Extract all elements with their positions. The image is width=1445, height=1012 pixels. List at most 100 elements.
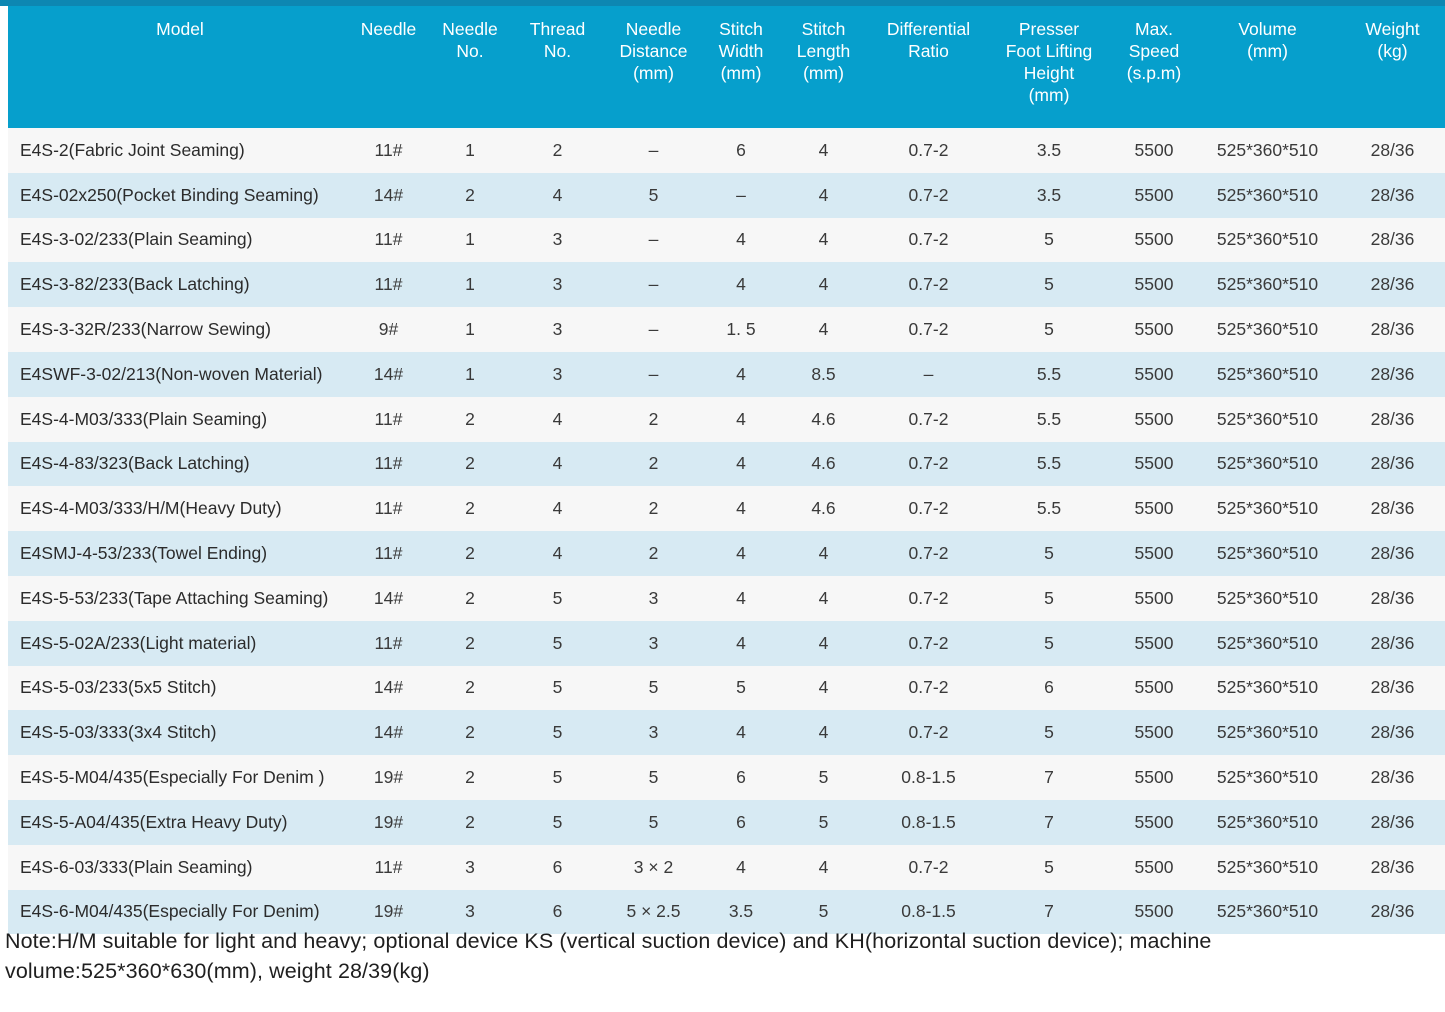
table-row: E4S-2(Fabric Joint Seaming) 11# 1 2–6 4 0.7-2… xyxy=(8,128,1445,173)
table-cell: 525*360*510 xyxy=(1195,531,1340,576)
model-cell: E4S-5-A04/435(Extra Heavy Duty) xyxy=(8,799,352,845)
table-cell: 3 xyxy=(600,710,707,756)
table-cell: 0.7-2 xyxy=(872,172,985,218)
model-cell: E4S-5-02A/233(Light material) xyxy=(8,620,352,666)
table-cell: 4 xyxy=(707,620,775,666)
table-cell: 5 xyxy=(515,575,600,621)
table-cell: 2 xyxy=(425,531,515,576)
table-cell: 525*360*510 xyxy=(1195,128,1340,173)
table-cell: 4.6 xyxy=(775,396,872,442)
table-cell: 2 xyxy=(600,396,707,442)
table-cell: 525*360*510 xyxy=(1195,441,1340,487)
model-cell: E4SMJ-4-53/233(Towel Ending) xyxy=(8,531,352,576)
column-header-stitch_width: Stitch Width (mm) xyxy=(707,6,775,128)
table-cell: 3 × 2 xyxy=(600,844,707,890)
table-cell: 4 xyxy=(707,575,775,621)
table-cell: 0.8-1.5 xyxy=(872,889,985,935)
model-cell: E4S-4-83/323(Back Latching) xyxy=(8,441,352,487)
column-header-needle_distance: Needle Distance (mm) xyxy=(600,6,707,128)
table-cell: 0.8-1.5 xyxy=(872,799,985,845)
model-cell: E4S-6-03/333(Plain Seaming) xyxy=(8,844,352,890)
table-row: E4SWF-3-02/213(Non-woven Material) 14# 1 3–… xyxy=(8,351,1445,397)
table-row: E4S-6-M04/435(Especially For Denim) 19# 3 6… xyxy=(8,889,1445,935)
table-cell: 0.7-2 xyxy=(872,575,985,621)
table-cell: 28/36 xyxy=(1340,531,1445,576)
table-cell: 0.7-2 xyxy=(872,620,985,666)
table-cell: 14# xyxy=(352,172,425,218)
table-cell: 3 xyxy=(600,620,707,666)
table-cell: 5500 xyxy=(1113,128,1195,173)
table-cell: 14# xyxy=(352,351,425,397)
table-cell: – xyxy=(600,351,707,397)
table-cell: 28/36 xyxy=(1340,889,1445,935)
table-cell: 7 xyxy=(985,889,1113,935)
table-row: E4S-4-M03/333/H/M(Heavy Duty) 11# 2 4 2 4 4.6 0… xyxy=(8,486,1445,532)
table-cell: 2 xyxy=(600,531,707,576)
table-cell: 4 xyxy=(775,844,872,890)
table-cell: 19# xyxy=(352,799,425,845)
model-cell: E4S-3-82/233(Back Latching) xyxy=(8,262,352,308)
table-cell: 0.7-2 xyxy=(872,262,985,308)
table-cell: 5500 xyxy=(1113,620,1195,666)
table-cell: 5500 xyxy=(1113,172,1195,218)
table-cell: 3 xyxy=(425,844,515,890)
top-accent-strip xyxy=(0,0,1445,6)
model-cell: E4S-6-M04/435(Especially For Denim) xyxy=(8,889,352,935)
model-cell: E4S-02x250(Pocket Binding Seaming) xyxy=(8,172,352,218)
table-cell: 5 xyxy=(775,755,872,800)
table-cell: 11# xyxy=(352,396,425,442)
table-cell: 2 xyxy=(425,172,515,218)
table-cell: 525*360*510 xyxy=(1195,262,1340,308)
table-cell: 0.7-2 xyxy=(872,844,985,890)
table-cell: 525*360*510 xyxy=(1195,889,1340,935)
table-cell: 4 xyxy=(775,262,872,308)
table-cell: 5500 xyxy=(1113,799,1195,845)
table-cell: – xyxy=(707,172,775,218)
footnote: Note:H/M suitable for light and heavy; o… xyxy=(5,929,1212,983)
table-cell: 1 xyxy=(425,307,515,352)
table-cell: 1 xyxy=(425,217,515,263)
column-header-needle_no: Needle No. xyxy=(425,6,515,128)
table-row: E4S-4-83/323(Back Latching) 11# 2 4 2 4 4.6 0.7… xyxy=(8,441,1445,487)
table-cell: 4 xyxy=(707,710,775,756)
table-cell: 4 xyxy=(775,172,872,218)
table-cell: 2 xyxy=(425,665,515,711)
table-cell: 28/36 xyxy=(1340,441,1445,487)
table-cell: 19# xyxy=(352,755,425,800)
table-cell: 5 xyxy=(600,799,707,845)
table-cell: 4.6 xyxy=(775,441,872,487)
table-cell: 6 xyxy=(515,889,600,935)
table-cell: 11# xyxy=(352,217,425,263)
table-cell: 5 xyxy=(985,217,1113,263)
table-cell: 3.5 xyxy=(985,172,1113,218)
table-cell: 4 xyxy=(707,262,775,308)
model-cell: E4S-5-53/233(Tape Attaching Seaming) xyxy=(8,575,352,621)
table-cell: 28/36 xyxy=(1340,755,1445,800)
table-cell: 525*360*510 xyxy=(1195,799,1340,845)
column-header-differential: Differential Ratio xyxy=(872,6,985,128)
table-cell: 3 xyxy=(515,307,600,352)
table-cell: 4.6 xyxy=(775,486,872,532)
table-cell: 14# xyxy=(352,665,425,711)
table-cell: 525*360*510 xyxy=(1195,217,1340,263)
table-cell: 5 xyxy=(985,262,1113,308)
table-cell: 4 xyxy=(707,351,775,397)
table-cell: 2 xyxy=(600,486,707,532)
table-cell: 2 xyxy=(425,575,515,621)
table-cell: 525*360*510 xyxy=(1195,575,1340,621)
table-cell: 6 xyxy=(707,755,775,800)
table-cell: 5500 xyxy=(1113,575,1195,621)
table-cell: 5500 xyxy=(1113,755,1195,800)
table-cell: 5.5 xyxy=(985,351,1113,397)
table-cell: 14# xyxy=(352,575,425,621)
table-cell: 0.7-2 xyxy=(872,396,985,442)
table-row: E4S-3-32R/233(Narrow Sewing) 9# 1 3–1. 5 4 0.… xyxy=(8,307,1445,352)
table-cell: 4 xyxy=(775,128,872,173)
model-cell: E4S-3-32R/233(Narrow Sewing) xyxy=(8,307,352,352)
table-cell: 5500 xyxy=(1113,531,1195,576)
table-cell: 28/36 xyxy=(1340,307,1445,352)
table-cell: 0.7-2 xyxy=(872,665,985,711)
table-cell: 11# xyxy=(352,441,425,487)
table-cell: 6 xyxy=(707,128,775,173)
